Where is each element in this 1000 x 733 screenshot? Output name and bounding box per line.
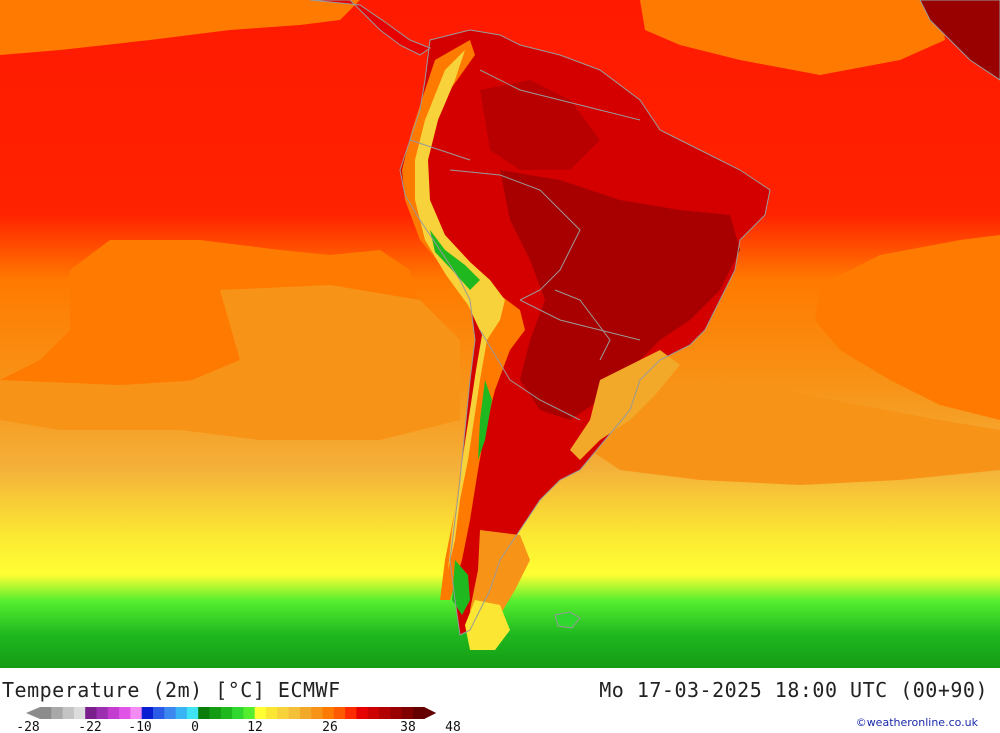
scale-swatch [311, 707, 323, 719]
scale-tick-label: 48 [445, 720, 461, 733]
atlantic-east-orange [815, 235, 1000, 420]
scale-tick-label: -28 [16, 720, 39, 733]
scale-swatch [288, 707, 301, 719]
valid-time: Mo 17-03-2025 18:00 UTC (00+90) [599, 678, 988, 702]
scale-swatch [345, 707, 357, 719]
scale-swatch [51, 707, 64, 719]
scale-swatch [209, 707, 222, 719]
scale-arrow-left [26, 707, 40, 719]
scale-swatch [96, 707, 109, 719]
scale-tick-label: 38 [400, 720, 416, 733]
scale-swatch [119, 707, 131, 719]
andes-yellow [415, 50, 505, 570]
scale-arrow-right [424, 707, 437, 719]
scale-swatch [164, 707, 177, 719]
scale-swatch [107, 707, 120, 719]
central-america [309, 0, 432, 56]
scale-tick-label: -10 [128, 720, 151, 733]
scale-swatch [220, 707, 233, 719]
scale-swatch [412, 707, 425, 719]
falklands [554, 611, 581, 629]
scale-swatch [243, 707, 256, 719]
scale-swatch [367, 707, 380, 719]
country-borders [399, 29, 771, 636]
scale-swatch [141, 707, 154, 719]
scale-tick-label: 0 [191, 720, 199, 733]
scale-swatch [130, 707, 143, 719]
scale-tick-label: -22 [78, 720, 101, 733]
pacific-cool-patch [0, 240, 420, 385]
scale-swatch [40, 707, 52, 719]
andes-orange [402, 40, 525, 600]
scale-swatch [277, 707, 290, 719]
brazil-hot-core [500, 170, 740, 420]
patagonia-yellow [465, 600, 510, 650]
scale-swatch [254, 707, 267, 719]
scale-swatch [73, 707, 86, 719]
scale-swatch [379, 707, 391, 719]
uruguay-orange [570, 350, 680, 460]
scale-swatch [390, 707, 403, 719]
map-title: Temperature (2m) [°C] ECMWF [2, 678, 341, 702]
color-scale: -28 -22 -10 0 12 26 38 48 [16, 707, 461, 733]
scale-swatch [198, 707, 210, 719]
scale-swatch [85, 707, 97, 719]
scale-swatch [153, 707, 165, 719]
credit-link[interactable]: ©weatheronline.co.uk [855, 716, 978, 729]
footer: Temperature (2m) [°C] ECMWF Mo 17-03-202… [0, 668, 1000, 733]
scale-tick-label: 12 [247, 720, 263, 733]
scale-tick-label: 26 [322, 720, 338, 733]
scale-swatch [175, 707, 188, 719]
atlantic-south-orange [560, 380, 1000, 485]
scale-swatch [266, 707, 278, 719]
atlantic-north-orange [640, 0, 945, 75]
temperature-map [0, 0, 1000, 668]
africa-coast [919, 0, 1000, 81]
scale-swatch [401, 707, 414, 719]
scale-swatch [333, 707, 346, 719]
pacific-orange-band [0, 285, 460, 440]
scale-swatch [299, 707, 312, 719]
scale-swatch [322, 707, 335, 719]
scale-swatch [62, 707, 75, 719]
caribbean-orange [0, 0, 360, 55]
scale-swatch [232, 707, 244, 719]
scale-swatch [186, 707, 199, 719]
scale-swatch [356, 707, 369, 719]
